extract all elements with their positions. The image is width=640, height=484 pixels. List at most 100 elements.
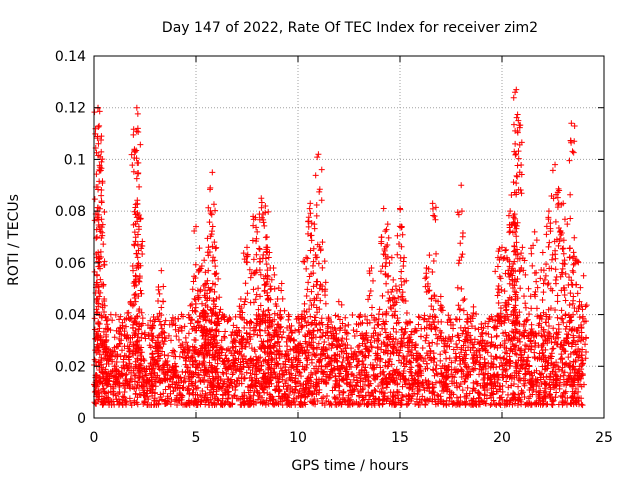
data-point: [409, 393, 416, 400]
data-point: [269, 374, 276, 381]
data-point: [222, 389, 229, 396]
data-point: [231, 378, 238, 385]
data-point: [168, 337, 174, 344]
data-point: [567, 215, 574, 222]
data-point: [313, 201, 320, 208]
data-point: [303, 265, 310, 272]
data-point: [101, 208, 108, 215]
data-point: [173, 333, 180, 340]
data-point: [134, 197, 141, 204]
data-point: [458, 285, 465, 292]
data-point: [255, 285, 262, 292]
data-point: [150, 355, 157, 362]
data-point: [349, 401, 356, 408]
data-point: [147, 387, 154, 394]
data-point: [470, 367, 477, 374]
data-point: [549, 401, 556, 408]
data-point: [165, 395, 172, 402]
data-point: [386, 260, 393, 267]
data-point: [299, 323, 306, 330]
data-point: [133, 175, 140, 182]
data-point: [131, 291, 138, 298]
data-point: [446, 400, 453, 407]
data-point: [116, 316, 123, 323]
data-point: [549, 167, 556, 174]
data-point: [244, 320, 251, 327]
data-point: [353, 328, 360, 335]
data-point: [502, 247, 509, 254]
data-point: [349, 391, 356, 398]
data-point: [426, 252, 433, 259]
data-point: [452, 357, 459, 364]
data-point: [533, 305, 540, 312]
data-point: [244, 401, 251, 408]
data-point: [123, 398, 130, 405]
data-point: [229, 394, 236, 401]
data-point: [98, 148, 105, 155]
y-tick-label: 0: [77, 411, 86, 427]
data-point: [301, 386, 308, 393]
data-point: [444, 374, 451, 381]
data-point: [246, 394, 253, 401]
data-point: [392, 308, 399, 315]
data-point: [132, 391, 139, 398]
data-point: [338, 301, 345, 308]
data-point: [372, 388, 379, 395]
data-point: [139, 315, 146, 322]
data-point: [521, 382, 528, 389]
data-point: [315, 389, 322, 396]
data-point: [325, 354, 332, 361]
data-point: [570, 269, 577, 276]
data-point: [258, 199, 265, 206]
data-point: [457, 380, 464, 387]
data-point: [406, 349, 413, 356]
data-point: [553, 389, 560, 396]
data-point: [306, 273, 313, 280]
data-point: [192, 379, 199, 386]
data-point: [264, 292, 271, 299]
data-point: [399, 383, 406, 390]
data-point: [401, 330, 408, 337]
data-point: [291, 378, 298, 385]
data-point: [385, 234, 392, 241]
data-point: [370, 277, 377, 284]
data-point: [490, 391, 497, 398]
data-point: [394, 251, 401, 258]
data-point: [571, 138, 578, 145]
data-point: [552, 255, 559, 262]
data-point: [488, 334, 495, 341]
data-point: [552, 218, 559, 225]
data-point: [535, 401, 542, 408]
data-point: [575, 388, 582, 395]
data-point: [134, 110, 141, 117]
data-point: [494, 263, 501, 270]
data-point: [247, 274, 254, 281]
data-point: [403, 401, 410, 408]
data-point: [105, 389, 112, 396]
data-point: [190, 386, 197, 393]
data-point: [91, 315, 98, 322]
data-point: [283, 338, 290, 345]
data-point: [376, 306, 383, 313]
data-point: [272, 387, 279, 394]
data-point: [178, 325, 185, 332]
data-point: [217, 306, 224, 313]
data-point: [144, 393, 151, 400]
data-point: [202, 390, 209, 397]
data-point: [385, 362, 392, 369]
data-point: [167, 401, 174, 408]
data-point: [209, 223, 216, 230]
data-point: [390, 325, 397, 332]
data-point: [264, 360, 271, 367]
data-point: [387, 389, 394, 396]
data-point: [241, 324, 248, 331]
data-point: [405, 384, 412, 391]
data-point: [114, 352, 121, 359]
data-point: [424, 396, 431, 403]
data-point: [218, 400, 225, 407]
x-tick-label: 25: [595, 430, 613, 446]
data-point: [399, 231, 406, 238]
data-point: [166, 376, 173, 383]
data-point: [505, 316, 512, 323]
data-point: [336, 383, 343, 390]
